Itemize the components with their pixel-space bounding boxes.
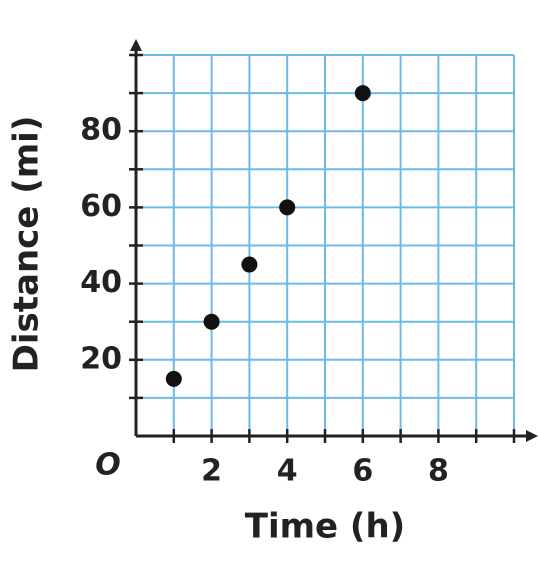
x-tick-label: 8 xyxy=(428,454,449,489)
data-point xyxy=(203,313,220,330)
data-point xyxy=(279,199,296,216)
x-tick-label: 4 xyxy=(277,454,298,489)
x-axis-arrow xyxy=(526,430,538,442)
data-point xyxy=(165,370,182,387)
origin-label: O xyxy=(95,448,121,483)
y-tick-label: 80 xyxy=(80,113,122,148)
y-tick-label: 60 xyxy=(80,189,122,224)
data-point xyxy=(241,256,258,273)
y-axis-arrow xyxy=(130,39,142,51)
x-tick-label: 2 xyxy=(201,454,222,489)
y-tick-label: 40 xyxy=(80,265,122,300)
y-axis-title: Distance (mi) xyxy=(7,116,47,373)
y-tick-label: 20 xyxy=(80,341,122,376)
x-tick-label: 6 xyxy=(352,454,373,489)
x-axis-title: Time (h) xyxy=(245,507,405,547)
data-point xyxy=(354,85,371,102)
